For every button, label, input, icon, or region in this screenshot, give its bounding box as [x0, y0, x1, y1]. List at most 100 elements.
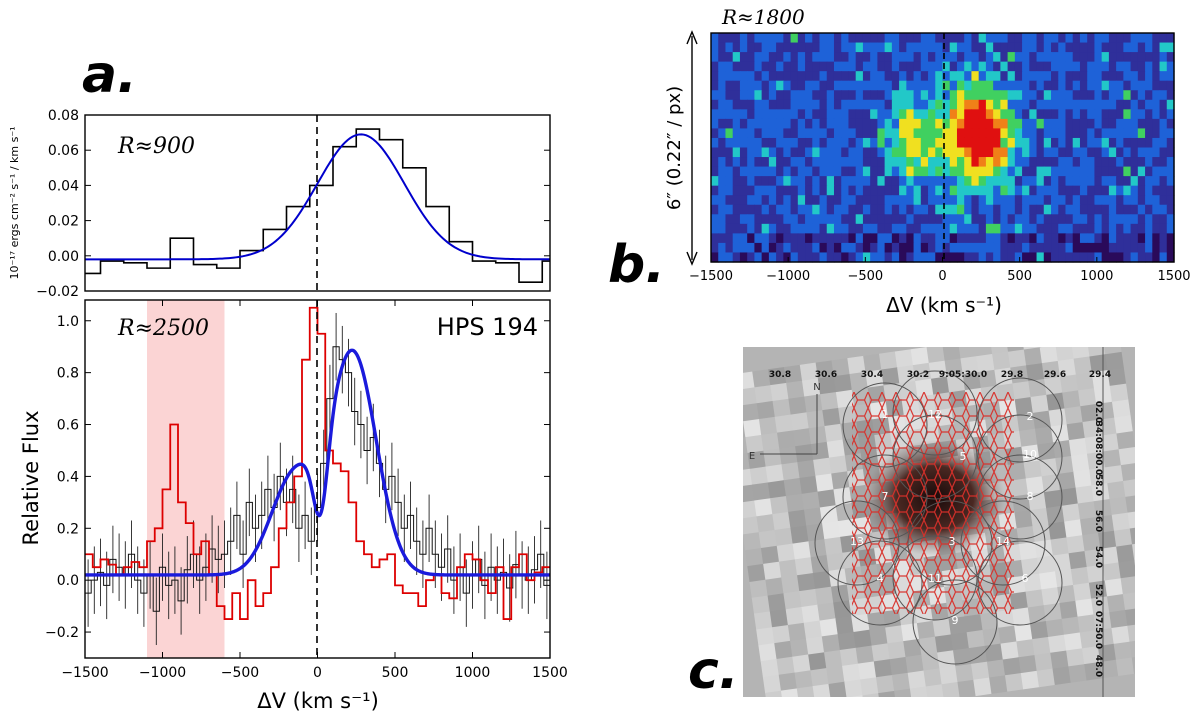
heatmap-cell	[1166, 109, 1175, 120]
heatmap-cell	[841, 52, 850, 63]
image-pixel	[1061, 616, 1081, 636]
heatmap-cell	[855, 176, 864, 187]
heatmap-cell	[862, 157, 871, 168]
heatmap-cell	[754, 33, 763, 44]
heatmap-cell	[754, 166, 763, 177]
heatmap-cell	[956, 223, 965, 234]
heatmap-cell	[877, 252, 886, 263]
fiber-circle	[814, 500, 900, 586]
heatmap-cell	[993, 128, 1001, 139]
image-pixel	[1081, 646, 1101, 665]
top-ytick-label: 0.04	[48, 178, 79, 194]
heatmap-cell	[790, 185, 799, 196]
heatmap-cell	[1145, 80, 1153, 91]
heatmap-cell	[1022, 61, 1030, 72]
heatmap-cell	[942, 214, 951, 225]
heatmap-cell	[1087, 242, 1096, 254]
heatmap-cell	[725, 99, 734, 110]
heatmap-cell	[1145, 42, 1153, 53]
heatmap-cell	[819, 147, 828, 158]
image-pixel	[1100, 659, 1119, 679]
heatmap-cell	[935, 147, 944, 158]
image-pixel	[1086, 451, 1106, 471]
heatmap-cell	[985, 185, 994, 196]
heatmap-cell	[783, 157, 792, 168]
heatmap-cell	[920, 128, 929, 139]
heatmap-cell	[1072, 90, 1081, 101]
heatmap-cell	[1116, 214, 1124, 225]
heatmap-cell	[956, 61, 965, 72]
heatmap-cell	[1101, 99, 1110, 110]
heatmap-cell	[819, 214, 828, 225]
heatmap-cell	[1094, 61, 1103, 72]
image-pixel	[1134, 557, 1135, 577]
image-pixel	[1105, 465, 1124, 484]
heatmap-cell	[754, 252, 763, 263]
heatmap-cell	[1079, 90, 1088, 101]
heatmap-cell	[718, 195, 727, 206]
heatmap-cell	[906, 223, 915, 234]
heatmap-cell	[884, 137, 893, 149]
image-pixel	[894, 688, 913, 697]
heatmap-cell	[985, 42, 994, 53]
heatmap-cell	[877, 176, 886, 187]
heatmap-cell	[1036, 33, 1045, 44]
heatmap-cell	[949, 223, 958, 234]
image-pixel	[1103, 347, 1122, 355]
heatmap-cell	[1051, 195, 1059, 206]
heatmap-cell	[949, 147, 958, 158]
image-pixel	[783, 477, 803, 497]
heatmap-cell	[1108, 52, 1117, 63]
heatmap-cell	[870, 204, 878, 215]
shaded-velocity-span	[147, 300, 225, 658]
image-pixel	[803, 507, 823, 527]
image-pixel	[799, 475, 819, 495]
heatmap-cell	[790, 61, 799, 72]
image-pixel	[946, 374, 966, 393]
heatmap-cell	[971, 242, 980, 254]
heatmap-cell	[855, 147, 864, 158]
heatmap-cell	[1079, 61, 1088, 72]
heatmap-cell	[1166, 118, 1175, 130]
heatmap-cell	[935, 80, 944, 91]
heatmap-cell	[891, 252, 900, 263]
heatmap-cell	[920, 33, 929, 44]
image-pixel	[1080, 403, 1099, 423]
heatmap-cell	[1159, 214, 1168, 225]
heatmap-cell	[1058, 242, 1067, 254]
heatmap-cell	[1152, 166, 1161, 177]
image-pixel	[754, 498, 773, 517]
heatmap-cell	[725, 147, 734, 158]
heatmap-cell	[776, 99, 784, 110]
image-pixel	[778, 672, 798, 692]
heatmap-cell	[754, 109, 763, 120]
heatmap-cell	[848, 90, 857, 101]
heatmap-cell	[1166, 128, 1175, 139]
heatmap-cell	[732, 214, 741, 225]
heatmap-cell	[949, 195, 958, 206]
heatmap-cell	[1108, 137, 1117, 149]
heatmap-cell	[971, 109, 980, 120]
heatmap-cell	[1101, 233, 1110, 244]
image-pixel	[1007, 349, 1027, 369]
heatmap-cell	[993, 157, 1001, 168]
heatmap-cell	[833, 147, 842, 158]
heatmap-cell	[1043, 33, 1052, 44]
image-pixel	[1012, 381, 1032, 400]
heatmap-cell	[985, 33, 994, 44]
heatmap-cell	[877, 195, 886, 206]
heatmap-cell	[732, 137, 741, 149]
heatmap-cell	[870, 223, 878, 234]
heatmap-cell	[797, 242, 806, 254]
heatmap-xtick-label: 500	[1007, 269, 1032, 284]
heatmap-cell	[949, 176, 958, 187]
image-pixel	[1120, 462, 1135, 482]
heatmap-cell	[949, 128, 958, 139]
heatmap-cell	[906, 176, 915, 187]
image-pixel	[1086, 564, 1106, 584]
image-pixel	[824, 649, 843, 669]
heatmap-cell	[1072, 109, 1081, 120]
heatmap-cell	[1108, 242, 1117, 254]
heatmap-cell	[1051, 137, 1059, 149]
heatmap-cell	[725, 128, 734, 139]
